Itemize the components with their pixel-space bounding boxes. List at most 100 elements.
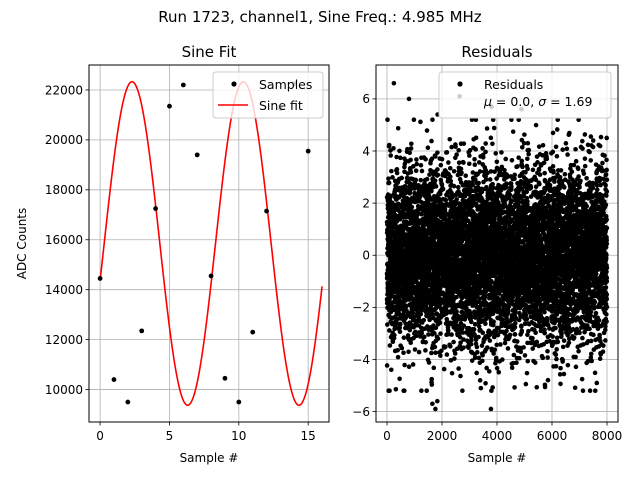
residual-point [390,200,395,206]
residual-point [403,304,409,309]
residual-point [390,175,395,180]
residual-point [519,158,525,164]
residual-point [505,308,511,314]
residual-point [429,382,435,387]
residual-point [482,294,488,300]
residual-point [478,385,484,391]
residual-point [480,155,486,160]
residual-point [476,180,481,186]
legend-samples-label: Samples [259,77,312,92]
residual-point [480,358,485,364]
residual-point [414,333,419,339]
residual-point [512,332,518,337]
residual-point [480,353,485,358]
sine-fit-curve [99,80,323,407]
residual-point [452,356,457,361]
residual-point [505,346,511,351]
residual-point [449,144,454,150]
residual-point [451,183,457,189]
residual-point [519,328,525,334]
residual-point [432,330,437,336]
residual-point [405,333,411,338]
sample-point [236,399,242,405]
residual-point [488,135,494,141]
residual-point [515,164,520,169]
residual-point [483,149,488,155]
residual-point [493,355,499,361]
residual-point [480,146,485,151]
residual-point [435,172,441,178]
residual-point [460,388,465,394]
residual-point [408,170,414,175]
residual-point [395,354,401,360]
residual-point [472,156,477,162]
residual-point [449,370,455,376]
sample-point [305,148,311,154]
residual-point [476,334,481,340]
residual-point [512,385,517,390]
residual-point [432,344,438,350]
residuals-title: Residuals [461,43,532,61]
residual-point [447,165,453,171]
residual-point [504,328,509,334]
sine-fit-ytick-label: 16000 [45,233,83,247]
sine-fit-grid [89,65,329,422]
sine-fit-xtick-label: 0 [96,429,104,443]
sample-point [208,273,214,279]
residual-point [397,376,402,382]
residual-point [499,150,504,155]
residual-point [427,317,432,323]
residual-point [423,340,428,345]
residual-point [517,355,522,361]
sample-point [111,377,117,382]
residual-point [461,160,466,165]
residual-point [414,161,420,167]
figure-suptitle: Run 1723, channel1, Sine Freq.: 4.985 MH… [158,8,482,26]
residual-point [384,363,390,368]
residual-point [427,172,432,177]
residual-point [504,316,509,321]
sample-point [250,329,256,335]
sine-fit-ytick-label: 12000 [45,333,83,347]
sine-fit-legend-box [212,71,324,119]
residual-point [514,360,519,366]
residual-point [413,168,419,173]
residual-point [485,345,490,350]
residual-point [408,157,413,163]
residual-point [419,168,425,174]
residual-point [496,370,502,375]
residual-point [512,325,518,330]
residual-point [388,193,393,199]
residual-point [388,153,394,158]
residual-point [388,367,394,373]
residual-point [418,162,424,168]
sine-fit-legend: Samples Sine fit [212,71,324,119]
sine-fit-xlabel: Sample # [180,451,239,465]
residual-point [454,309,459,314]
residual-point [448,344,453,349]
residual-point [491,319,496,325]
residual-point [486,369,492,374]
residual-point [410,310,416,316]
residual-point [469,319,474,325]
residual-point [406,349,411,355]
residual-point [410,362,416,367]
sample-point [125,399,131,405]
residual-point [426,360,432,365]
residual-point [385,117,390,123]
residual-point [429,376,435,382]
residual-point [429,156,435,162]
residual-point [397,329,403,335]
residual-point [477,378,483,383]
sine-fit-xtick-label: 10 [231,429,246,443]
residual-point [429,138,434,144]
residual-point [509,184,514,189]
residual-point [423,348,428,353]
residual-point [391,145,396,151]
residual-point [411,164,416,169]
residual-point [438,219,444,225]
residual-point [446,160,451,165]
residual-point [385,322,390,327]
residual-point [424,388,430,394]
